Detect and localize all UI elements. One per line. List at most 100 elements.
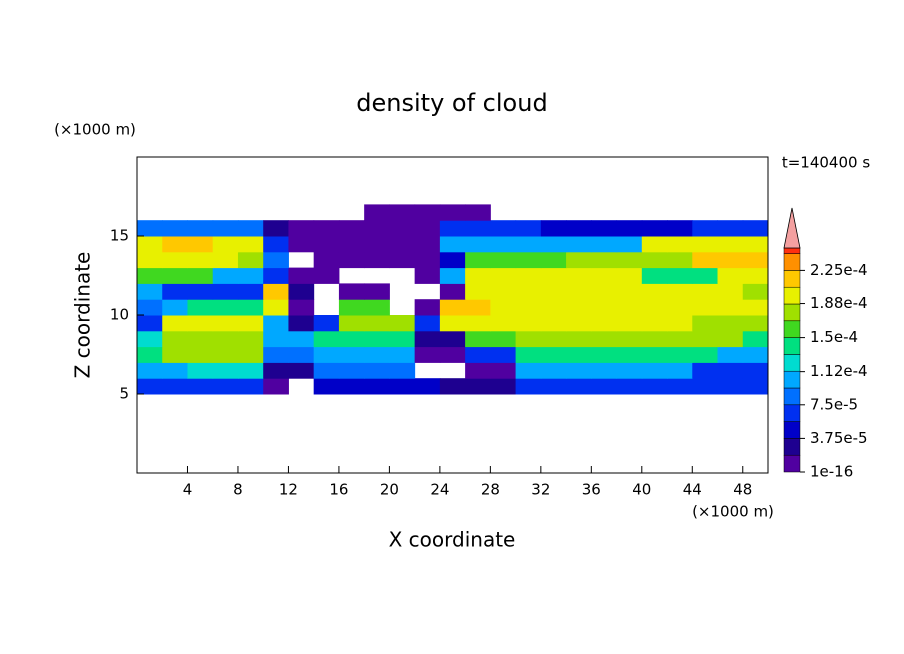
cell [313, 330, 340, 348]
cell [364, 283, 390, 300]
cell [313, 236, 340, 253]
cell [591, 267, 618, 284]
y-tick-label: 15 [110, 227, 129, 245]
cell [465, 315, 491, 332]
cell [490, 236, 517, 253]
cell [212, 330, 239, 348]
cell [212, 220, 239, 237]
cell [162, 236, 188, 253]
y-tick-label: 5 [119, 385, 129, 403]
cell [667, 378, 693, 395]
cell [591, 283, 618, 300]
cell [237, 362, 264, 379]
cell [187, 220, 214, 237]
x-tick-label: 36 [582, 481, 601, 499]
cell [137, 267, 163, 284]
cell [540, 315, 567, 332]
cell [338, 330, 365, 348]
cell [465, 267, 491, 284]
cell [338, 315, 365, 332]
cell [237, 220, 264, 237]
cell [187, 251, 214, 269]
cell [692, 283, 719, 300]
cell [641, 283, 668, 300]
cell [162, 283, 188, 300]
colorbar-tick-label: 1.5e-4 [810, 328, 858, 346]
cell [364, 251, 390, 269]
cell [439, 236, 466, 253]
x-tick-label: 28 [481, 481, 500, 499]
cell [439, 330, 466, 348]
cell [490, 378, 517, 395]
colorbar-level [783, 454, 801, 473]
cell [490, 346, 517, 363]
cell [667, 220, 693, 237]
cell [667, 251, 693, 269]
cell [616, 236, 643, 253]
cell [465, 362, 491, 379]
cell [641, 299, 668, 316]
cell [667, 299, 693, 316]
cell [742, 220, 769, 237]
cell [692, 362, 719, 379]
cell [490, 315, 517, 332]
cell [616, 220, 643, 237]
cell [263, 267, 289, 284]
cell [263, 236, 289, 253]
x-tick-label: 48 [733, 481, 752, 499]
cell [212, 362, 239, 379]
cell [465, 299, 491, 316]
cell [439, 220, 466, 237]
cell [616, 299, 643, 316]
cell [187, 330, 214, 348]
cell [414, 346, 441, 363]
cell [667, 267, 693, 284]
cell [414, 236, 441, 253]
cell [263, 220, 289, 237]
cell [717, 315, 744, 332]
cell [288, 220, 315, 237]
cell [338, 236, 365, 253]
cell [465, 378, 491, 395]
cell [742, 251, 769, 269]
cell [137, 315, 163, 332]
cell [137, 330, 163, 348]
cell [212, 267, 239, 284]
cell [717, 362, 744, 379]
cell [566, 299, 592, 316]
cell [237, 236, 264, 253]
cell [288, 236, 315, 253]
cell [742, 315, 769, 332]
cell [515, 330, 542, 348]
cell [692, 220, 719, 237]
cell [616, 330, 643, 348]
cell [692, 299, 719, 316]
cell [237, 251, 264, 269]
cell [263, 315, 289, 332]
cell [717, 236, 744, 253]
cell [540, 267, 567, 284]
cell [313, 315, 340, 332]
cell [364, 236, 390, 253]
cell [742, 346, 769, 363]
cell [490, 330, 517, 348]
cell [364, 362, 390, 379]
cell [162, 299, 188, 316]
cell [263, 346, 289, 363]
cell [137, 299, 163, 316]
cell [187, 346, 214, 363]
cell [591, 251, 618, 269]
y-axis-label: Z coordinate [71, 252, 95, 379]
cell [313, 378, 340, 395]
cell [162, 330, 188, 348]
colorbar-level [783, 354, 801, 372]
cell [162, 346, 188, 363]
cell [641, 220, 668, 237]
colorbar-tick-label: 2.25e-4 [810, 261, 868, 279]
cell [364, 346, 390, 363]
cell [515, 362, 542, 379]
x-tick-label: 32 [531, 481, 550, 499]
cell [616, 267, 643, 284]
cell [137, 362, 163, 379]
cell [187, 283, 214, 300]
